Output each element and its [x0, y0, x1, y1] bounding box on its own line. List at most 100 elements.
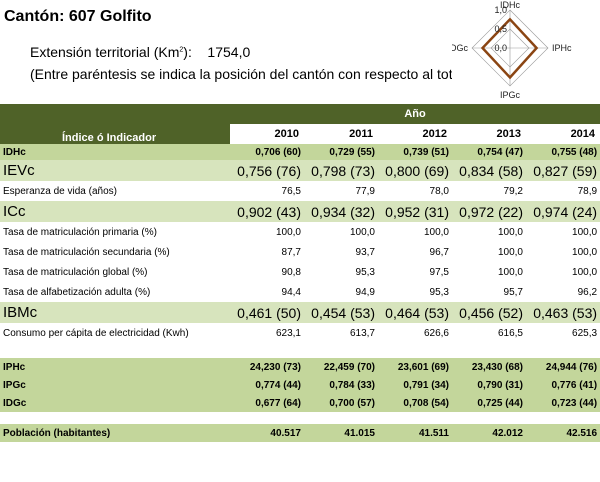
extension-suffix: ): [183, 44, 192, 60]
value-cell: 625,3 [526, 323, 600, 343]
radar-axis-label: IPHc [552, 43, 572, 53]
value-cell: 78,0 [378, 181, 452, 201]
value-cell: 95,7 [452, 282, 526, 302]
value-cell: 0,463 (53) [526, 302, 600, 323]
row-label: Tasa de alfabetización adulta (%) [0, 282, 230, 302]
value-cell: 0,798 (73) [304, 160, 378, 181]
table-row: IBMc 0,461 (50) 0,454 (53) 0,464 (53) 0,456 … [0, 302, 600, 323]
value-cell: 22,459 (70) [304, 358, 378, 376]
year-header: 2014 [526, 124, 600, 144]
radar-tick-label: 1,0 [494, 5, 507, 15]
table-row: IDHc 0,706 (60) 0,729 (55) 0,739 (51) 0,754 … [0, 144, 600, 160]
value-cell: 96,7 [378, 242, 452, 262]
value-cell: 23,430 (68) [452, 358, 526, 376]
value-cell: 100,0 [230, 222, 304, 242]
row-label: Consumo per cápita de electricidad (Kwh) [0, 323, 230, 343]
value-cell: 0,834 (58) [452, 160, 526, 181]
radar-labels: IDHc IPHc IPGc IDGc 1,0 0,5 0,0 [452, 0, 572, 100]
row-label: Población (habitantes) [0, 424, 230, 442]
radar-chart: IDHc IPHc IPGc IDGc 1,0 0,5 0,0 [452, 0, 600, 104]
value-cell: 613,7 [304, 323, 378, 343]
value-cell: 0,454 (53) [304, 302, 378, 323]
value-cell: 0,464 (53) [378, 302, 452, 323]
value-cell: 0,934 (32) [304, 201, 378, 222]
year-header: 2011 [304, 124, 378, 144]
table-row: IPHc 24,230 (73) 22,459 (70) 23,601 (69) 23,… [0, 358, 600, 376]
radar-axis-label: IDGc [452, 43, 468, 53]
value-cell: 0,706 (60) [230, 144, 304, 160]
extension-sup: 2 [179, 46, 184, 54]
value-cell: 0,708 (54) [378, 394, 452, 412]
radar-series [480, 17, 539, 80]
table-row: ICc 0,902 (43) 0,934 (32) 0,952 (31) 0,972 (… [0, 201, 600, 222]
table-body: IDHc 0,706 (60) 0,729 (55) 0,739 (51) 0,754 … [0, 144, 600, 442]
radar-grid [471, 9, 549, 87]
value-cell: 95,3 [378, 282, 452, 302]
year-header: 2010 [230, 124, 304, 144]
table-row: Tasa de alfabetización adulta (%) 94,4 94,… [0, 282, 600, 302]
table-row: IPGc 0,774 (44) 0,784 (33) 0,791 (34) 0,790 … [0, 376, 600, 394]
value-cell: 40.517 [230, 424, 304, 442]
value-cell: 42.012 [452, 424, 526, 442]
value-cell: 0,974 (24) [526, 201, 600, 222]
value-cell: 24,230 (73) [230, 358, 304, 376]
value-cell: 616,5 [452, 323, 526, 343]
row-label: IPGc [0, 376, 230, 394]
table-row: IDGc 0,677 (64) 0,700 (57) 0,708 (54) 0,725 … [0, 394, 600, 412]
value-cell: 0,790 (31) [452, 376, 526, 394]
value-cell: 0,739 (51) [378, 144, 452, 160]
table-row: Tasa de matriculación global (%) 90,8 95,3… [0, 262, 600, 282]
value-cell: 0,729 (55) [304, 144, 378, 160]
value-cell: 0,723 (44) [526, 394, 600, 412]
value-cell: 0,755 (48) [526, 144, 600, 160]
value-cell: 100,0 [452, 222, 526, 242]
value-cell: 90,8 [230, 262, 304, 282]
row-label: IBMc [0, 302, 230, 323]
year-header: 2013 [452, 124, 526, 144]
value-cell: 77,9 [304, 181, 378, 201]
row-label: IEVc [0, 160, 230, 181]
radar-axis-label: IDHc [500, 0, 520, 10]
value-cell: 42.516 [526, 424, 600, 442]
value-cell: 0,700 (57) [304, 394, 378, 412]
value-cell: 626,6 [378, 323, 452, 343]
value-cell: 0,827 (59) [526, 160, 600, 181]
value-cell: 0,461 (50) [230, 302, 304, 323]
value-cell: 93,7 [304, 242, 378, 262]
extension-value: 1754,0 [207, 44, 251, 60]
row-label: IDGc [0, 394, 230, 412]
spacer-cell [0, 412, 600, 424]
table-row: IEVc 0,756 (76) 0,798 (73) 0,800 (69) 0,834 … [0, 160, 600, 181]
table-row: Esperanza de vida (años) 76,5 77,9 78,0 79,2… [0, 181, 600, 201]
row-label: ICc [0, 201, 230, 222]
radar-axis-label: IPGc [500, 90, 521, 100]
value-cell: 0,677 (64) [230, 394, 304, 412]
value-cell: 0,725 (44) [452, 394, 526, 412]
extension-label: Extensión territorial (Km [30, 44, 180, 60]
row-label: IDHc [0, 144, 230, 160]
value-cell: 41.015 [304, 424, 378, 442]
value-cell: 41.511 [378, 424, 452, 442]
value-cell: 0,774 (44) [230, 376, 304, 394]
value-cell: 97,5 [378, 262, 452, 282]
value-cell: 100,0 [304, 222, 378, 242]
value-cell: 100,0 [526, 242, 600, 262]
value-cell: 100,0 [378, 222, 452, 242]
value-cell: 96,2 [526, 282, 600, 302]
value-cell: 0,754 (47) [452, 144, 526, 160]
page-title: Cantón: 607 Golfito [4, 8, 152, 25]
row-label: IPHc [0, 358, 230, 376]
years-header-row: 2010 2011 2012 2013 2014 [0, 124, 600, 144]
value-cell: 95,3 [304, 262, 378, 282]
value-cell: 100,0 [526, 222, 600, 242]
year-group-header: Año [230, 104, 600, 124]
table-row: Población (habitantes) 40.517 41.015 41.511… [0, 424, 600, 442]
row-label: Tasa de matriculación primaria (%) [0, 222, 230, 242]
value-cell: 0,784 (33) [304, 376, 378, 394]
row-label: Esperanza de vida (años) [0, 181, 230, 201]
radar-tick-label: 0,0 [494, 43, 507, 53]
row-label: Tasa de matriculación secundaria (%) [0, 242, 230, 262]
radar-tick-label: 0,5 [494, 24, 507, 34]
value-cell: 94,9 [304, 282, 378, 302]
territorial-extension: Extensión territorial (Km2): 1754,0 [30, 44, 250, 60]
